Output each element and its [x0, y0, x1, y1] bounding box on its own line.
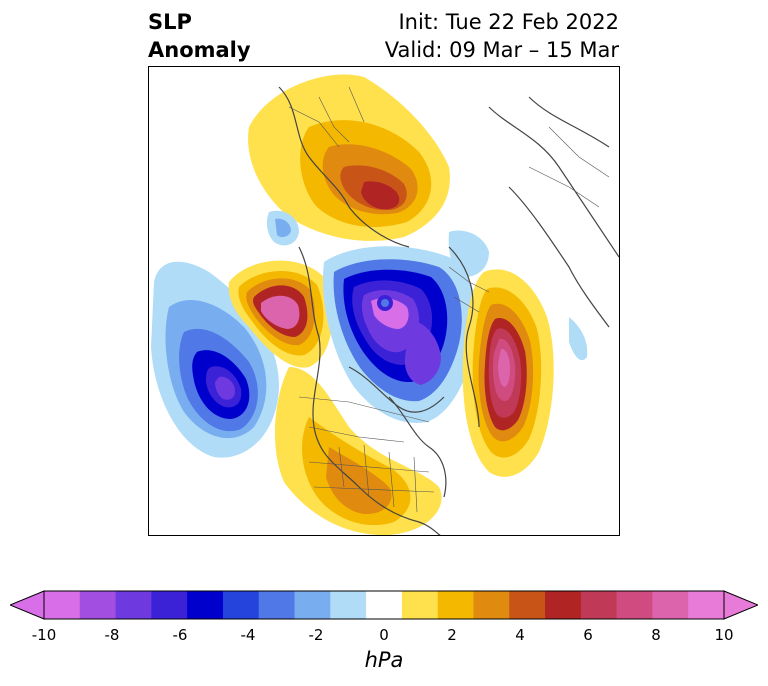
colorbar-tick-label: -8: [104, 626, 120, 644]
title-variable-line2: Anomaly: [148, 38, 251, 62]
colorbar-cell: [151, 591, 188, 619]
arctic-low-anomaly: [266, 210, 489, 423]
colorbar-unit-label: hPa: [364, 648, 404, 672]
colorbar-tick-label: 10: [714, 626, 734, 644]
colorbar-extend-min: [10, 590, 45, 620]
colorbar-tick-label: -2: [308, 626, 324, 644]
colorbar-cell: [366, 591, 403, 619]
colorbar-tick-label: -4: [240, 626, 256, 644]
title-variable: SLP Anomaly: [148, 8, 251, 64]
title-variable-line1: SLP: [148, 10, 192, 34]
atlantic-high-anomaly: [462, 269, 588, 477]
colorbar-cell: [580, 591, 618, 619]
colorbar-extend-max: [723, 590, 758, 620]
colorbar-cell: [616, 591, 653, 619]
colorbar-cell: [652, 591, 689, 619]
valid-date: Valid: 09 Mar – 15 Mar: [384, 38, 619, 62]
init-date: Init: Tue 22 Feb 2022: [398, 10, 619, 34]
alaska-high-anomaly: [228, 260, 333, 368]
map-canvas: [149, 67, 619, 535]
colorbar-cell: [115, 591, 152, 619]
colorbar-tick-label: 4: [515, 626, 525, 644]
colorbar-cell: [294, 591, 331, 619]
colorbar-cell: [545, 591, 582, 619]
title-dates: Init: Tue 22 Feb 2022 Valid: 09 Mar – 15…: [385, 8, 619, 64]
colorbar-cell: [222, 591, 260, 619]
eurasia-high-anomaly: [248, 74, 450, 241]
colorbar-tick-label: 8: [651, 626, 661, 644]
colorbar-cell: [258, 591, 296, 619]
political-borders: [288, 86, 610, 513]
colorbar-tick-label: -10: [31, 626, 57, 644]
colorbar-cell: [79, 591, 117, 619]
colorbar-cell: [473, 591, 510, 619]
colorbar-cell: [187, 591, 224, 619]
colorbar-cell: [401, 591, 439, 619]
colorbar-cell: [330, 591, 367, 619]
colorbar: [10, 590, 758, 620]
colorbar-cell: [688, 591, 725, 619]
colorbar-tick-label: 6: [583, 626, 593, 644]
colorbar-cell: [509, 591, 546, 619]
na-positive-anomaly: [274, 367, 442, 535]
colorbar-tick-label: -6: [172, 626, 188, 644]
colorbar-tick-label: 0: [379, 626, 389, 644]
colorbar-cell: [44, 591, 81, 619]
colorbar-tick-label: 2: [447, 626, 457, 644]
coastlines: [278, 86, 619, 535]
slp-anomaly-map: [148, 66, 620, 536]
colorbar-cell: [437, 591, 474, 619]
